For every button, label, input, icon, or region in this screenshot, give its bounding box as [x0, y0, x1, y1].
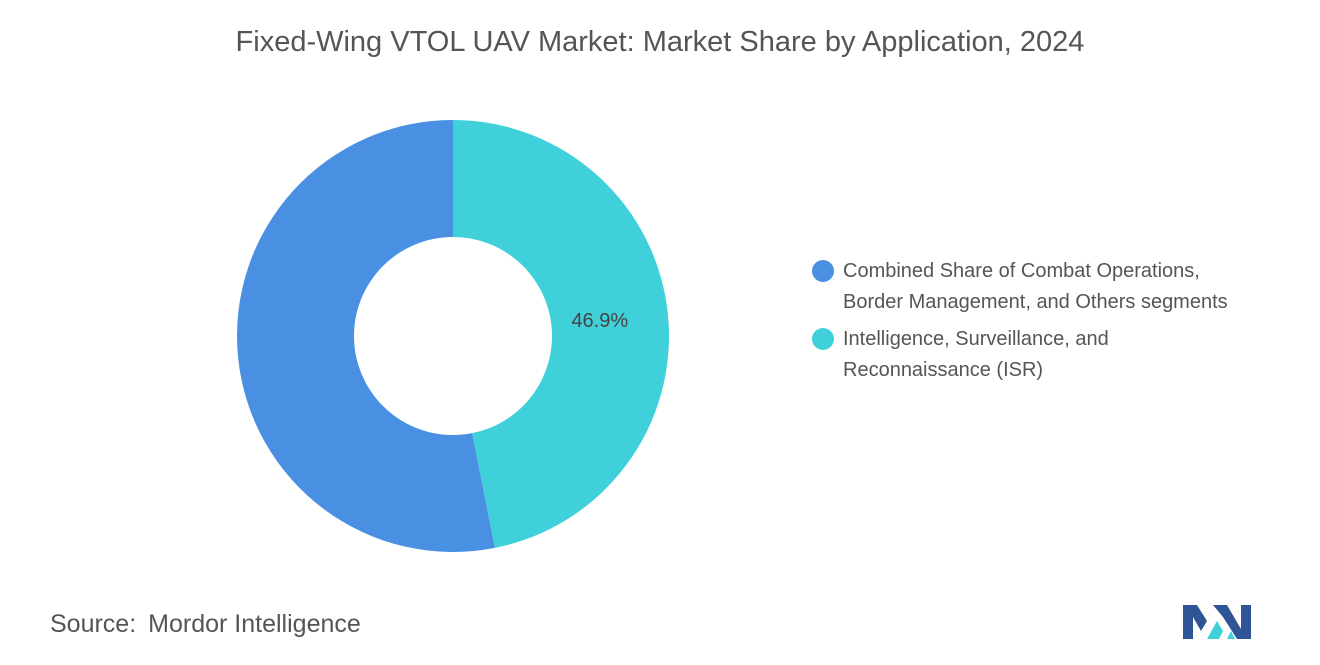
legend-marker-combined: [812, 260, 834, 282]
chart-title: Fixed-Wing VTOL UAV Market: Market Share…: [235, 26, 1085, 58]
chart-legend: Combined Share of Combat Operations, Bor…: [812, 256, 1292, 392]
legend-label-combined: Combined Share of Combat Operations, Bor…: [843, 260, 1228, 313]
legend-item-isr: Intelligence, Surveillance, and Reconnai…: [812, 324, 1292, 386]
donut-chart: 46.9%: [237, 120, 670, 552]
data-label-isr: 46.9%: [571, 310, 628, 332]
source-note: Source: Mordor Intelligence: [50, 610, 361, 639]
donut-slice-combined: [237, 120, 495, 552]
mordor-intelligence-logo-icon: [1183, 605, 1251, 639]
legend-label-isr: Intelligence, Surveillance, and Reconnai…: [843, 328, 1109, 381]
legend-marker-isr: [812, 328, 834, 350]
source-key: Source:: [50, 610, 137, 638]
source-value: Mordor Intelligence: [148, 610, 361, 638]
donut-slice-isr: [453, 120, 670, 548]
legend-item-combined: Combined Share of Combat Operations, Bor…: [812, 256, 1292, 318]
